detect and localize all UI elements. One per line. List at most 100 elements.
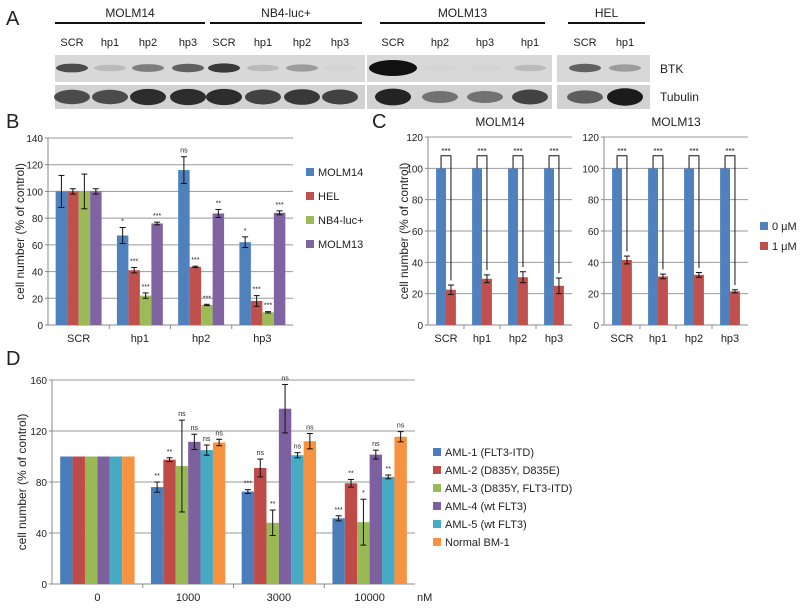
y-tick-label: 40 (588, 258, 600, 269)
legend-label: AML-1 (FLT3-ITD) (445, 447, 534, 459)
y-tick-label: 0 (593, 321, 599, 332)
significance-label: *** (276, 202, 284, 209)
btk-band (469, 65, 501, 71)
significance-label: ns (180, 148, 188, 155)
significance-label: *** (617, 147, 626, 156)
significance-label: * (362, 490, 365, 497)
significance-bracket (688, 155, 700, 268)
blot-lane-label: hp3 (179, 37, 197, 49)
blot-group-label: MOLM14 (105, 6, 155, 20)
legend-label: AML-5 (wt FLT3) (445, 519, 527, 531)
y-tick-label: 0 (41, 580, 47, 591)
bar-normal-bm-1 (212, 442, 226, 584)
significance-bracket (440, 155, 452, 281)
y-tick-label: 120 (26, 161, 43, 172)
blot-group-label: HEL (595, 6, 619, 20)
bar-nb4-luc- (262, 312, 274, 325)
y-tick-label: 120 (582, 133, 599, 144)
bar-molm14 (116, 235, 129, 325)
chart-c2: 0 20 40 60 80 100 120 MOLM13 SCR hp1 hp2 hp3 0 μM 1 μ… (582, 115, 796, 345)
y-axis-label: cell number (% of control) (397, 163, 411, 300)
tubulin-band (375, 88, 411, 106)
legend-label: MOLM13 (318, 239, 363, 251)
bar-normal-bm-1 (122, 456, 135, 584)
significance-label: ns (281, 375, 289, 382)
tubulin-band (170, 88, 206, 106)
btk-band (208, 63, 240, 73)
bar-aml-2-d835y-d835e- (163, 459, 176, 584)
chart-b: 0 20 40 60 80 100 120 140 cell number (% of cont… (13, 134, 364, 345)
x-tick-label: hp1 (649, 333, 667, 345)
blot-lane-label: hp2 (293, 37, 311, 49)
tubulin-band (245, 89, 281, 105)
btk-band (172, 63, 204, 73)
x-tick-label: hp2 (509, 333, 527, 345)
legend-label: AML-4 (wt FLT3) (445, 501, 527, 513)
blot-group-label: MOLM13 (438, 6, 488, 20)
legend-label: AML-2 (D835Y, D835E) (445, 465, 560, 477)
significance-label: ns (215, 430, 223, 437)
significance-bracket (652, 155, 664, 270)
blot-lane-label: hp3 (476, 37, 494, 49)
blot-lane-label: hp2 (139, 37, 157, 49)
blot-row-label-tubulin: Tubulin (660, 90, 699, 104)
bar-1-m (622, 259, 632, 325)
bar-1-m (730, 291, 740, 325)
legend-swatch (433, 520, 441, 528)
bar-hel (189, 266, 202, 325)
y-tick-label: 0 (417, 321, 423, 332)
bar-aml-1-flt3-itd- (241, 491, 255, 584)
bar-aml-3-d835y-flt3-itd- (84, 456, 98, 584)
tubulin-band (206, 88, 242, 106)
tubulin-band (322, 89, 358, 105)
significance-label: *** (264, 303, 272, 310)
tubulin-band (422, 91, 458, 103)
bar-1-m (694, 274, 704, 325)
significance-label: ** (270, 501, 276, 508)
x-tick-label: hp1 (131, 333, 149, 345)
x-tick-label: hp3 (721, 333, 739, 345)
bar-hel (128, 270, 140, 325)
chart-title: MOLM13 (651, 115, 701, 129)
y-tick-label: 40 (412, 258, 424, 269)
significance-label: *** (653, 147, 662, 156)
blot-lane-label: SCR (60, 37, 83, 49)
panel-label-a: A (6, 8, 20, 30)
x-tick-label: 1000 (176, 592, 200, 604)
y-tick-label: 80 (32, 214, 44, 225)
chart-d: 0 40 80 120 160 cell number (% of control) 0 10… (15, 375, 572, 604)
blot-group-label: NB4-luc+ (261, 6, 311, 20)
significance-label: ** (386, 466, 392, 473)
bar-nb4-luc- (78, 191, 91, 325)
x-tick-label: 10000 (354, 592, 385, 604)
y-tick-label: 120 (30, 427, 47, 438)
y-tick-label: 120 (406, 133, 423, 144)
y-tick-label: 40 (32, 268, 44, 279)
chart-title: MOLM14 (475, 115, 525, 129)
legend-label: Normal BM-1 (445, 537, 510, 549)
btk-band (286, 64, 318, 72)
bar-normal-bm-1 (303, 441, 317, 584)
bar-1-m (482, 278, 492, 325)
bar-aml-3-d835y-flt3-itd- (357, 522, 370, 584)
x-axis-label: nM (417, 592, 432, 604)
bar-hel (250, 300, 263, 325)
bar-aml-3-d835y-flt3-itd- (266, 522, 279, 584)
x-tick-label: hp1 (473, 333, 491, 345)
panel-label-c: C (372, 111, 386, 133)
btk-band (369, 60, 417, 76)
bar-0-m (612, 168, 622, 325)
legend-label: NB4-luc+ (318, 215, 364, 227)
bar-molm13 (90, 191, 102, 325)
x-tick-label: hp2 (685, 333, 703, 345)
bar-1-m (446, 289, 456, 325)
y-tick-label: 100 (582, 164, 599, 175)
x-tick-label: 3000 (267, 592, 291, 604)
y-tick-label: 100 (26, 187, 43, 198)
panel-label-d: D (6, 348, 20, 370)
legend-swatch (306, 216, 314, 224)
bar-0-m (508, 168, 518, 325)
legend-label: 1 μM (772, 241, 797, 253)
blot-lane-label: hp3 (331, 37, 349, 49)
